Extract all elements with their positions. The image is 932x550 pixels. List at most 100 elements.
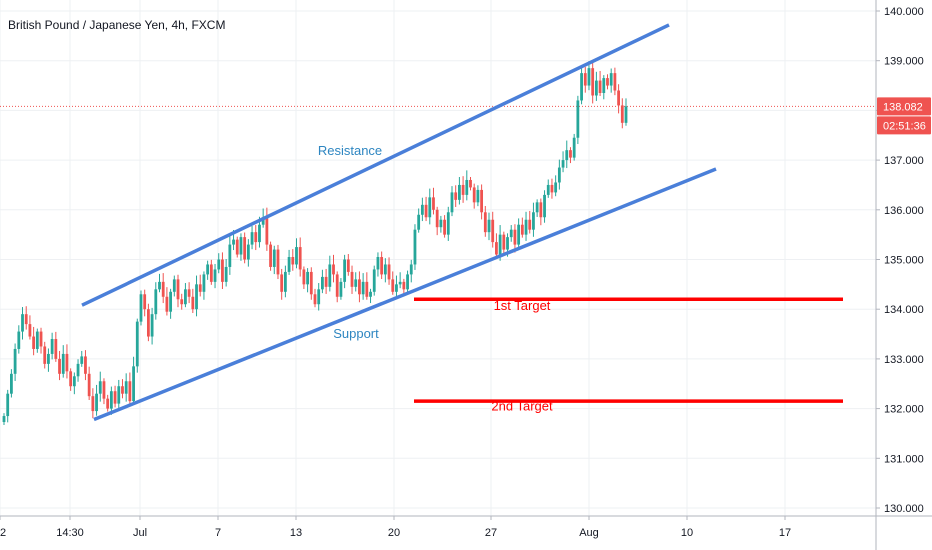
- candle-body: [565, 150, 569, 161]
- candle-body: [321, 276, 324, 290]
- candle-body: [532, 212, 535, 230]
- candle-body: [61, 353, 65, 374]
- y-tick-label: 137.000: [884, 155, 924, 167]
- first-target-label: 1st Target: [494, 298, 551, 313]
- resistance-label: Resistance: [318, 143, 382, 158]
- candle-body: [376, 257, 380, 270]
- candle-body: [235, 239, 239, 255]
- chart-title: British Pound / Japanese Yen, 4h, FXCM: [8, 18, 225, 32]
- candle-body: [154, 289, 158, 315]
- candle-body: [113, 391, 117, 404]
- candle-body: [583, 73, 587, 86]
- candle-body: [106, 398, 110, 409]
- candle-body: [609, 73, 613, 86]
- candle-body: [109, 391, 113, 409]
- candle-body: [435, 209, 439, 228]
- y-tick-label: 133.000: [884, 354, 924, 366]
- candle-body: [446, 212, 450, 235]
- candle-body: [454, 192, 458, 200]
- support-label: Support: [333, 326, 379, 341]
- candle-body: [383, 264, 387, 275]
- annotation-layer: Resistance Support 1st Target 2nd Target: [318, 143, 553, 413]
- candle-body: [443, 219, 446, 235]
- candle-body: [432, 197, 435, 210]
- candle-body: [543, 194, 546, 218]
- candle-body: [21, 314, 24, 332]
- candle-body: [28, 324, 32, 337]
- candle-body: [309, 271, 313, 295]
- candle-body: [391, 279, 395, 292]
- countdown-label: 02:51:36: [883, 120, 926, 132]
- candle-body: [243, 237, 247, 260]
- candle-body: [69, 371, 73, 387]
- candle-body: [506, 237, 509, 250]
- candle-body: [72, 376, 76, 387]
- candle-body: [195, 284, 198, 310]
- candle-body: [98, 381, 102, 394]
- candle-body: [576, 100, 580, 138]
- candle-body: [572, 137, 576, 158]
- candle-layer: [2, 60, 628, 426]
- y-tick-label: 132.000: [884, 404, 924, 416]
- candle-body: [328, 264, 332, 287]
- candle-body: [457, 184, 461, 200]
- candle-body: [32, 336, 36, 349]
- candle-body: [43, 346, 47, 364]
- last-price-label: 138.082: [883, 101, 923, 113]
- candle-body: [95, 393, 98, 412]
- candle-body: [602, 78, 606, 94]
- candle-body: [187, 289, 191, 297]
- candle-body: [535, 202, 539, 213]
- candle-body: [335, 274, 339, 297]
- candle-body: [517, 224, 521, 245]
- candle-body: [58, 358, 61, 374]
- candle-body: [461, 184, 465, 195]
- drawing-layer[interactable]: [81, 23, 843, 422]
- candle-body: [213, 269, 217, 282]
- candle-body: [39, 331, 43, 347]
- candle-body: [272, 249, 276, 267]
- candle-body: [613, 73, 617, 91]
- candle-body: [317, 289, 321, 305]
- candle-body: [276, 249, 280, 275]
- candle-body: [80, 356, 84, 364]
- candle-body: [550, 184, 554, 193]
- candle-body: [450, 192, 454, 213]
- candle-body: [306, 271, 309, 285]
- support-line[interactable]: [93, 167, 717, 422]
- candle-body: [395, 284, 398, 292]
- y-tick-label: 139.000: [884, 56, 924, 68]
- candle-body: [380, 257, 384, 275]
- candle-body: [24, 314, 28, 325]
- y-tick-label: 131.000: [884, 453, 924, 465]
- candle-body: [6, 393, 10, 417]
- candle-body: [121, 386, 124, 394]
- candle-body: [372, 269, 376, 292]
- candle-body: [495, 242, 498, 255]
- candle-body: [361, 281, 365, 295]
- candle-body: [224, 266, 228, 282]
- candle-body: [509, 229, 513, 238]
- candle-body: [298, 247, 302, 270]
- resistance-line[interactable]: [81, 23, 670, 307]
- candle-body: [180, 299, 184, 305]
- candle-body: [10, 373, 13, 394]
- y-tick-label: 135.000: [884, 255, 924, 267]
- candle-body: [50, 339, 54, 354]
- candle-body: [283, 271, 287, 292]
- candle-body: [150, 314, 154, 337]
- candle-body: [580, 73, 583, 101]
- candle-body: [402, 281, 406, 290]
- x-tick-label: 22: [0, 527, 6, 539]
- candle-body: [161, 281, 165, 297]
- candle-body: [143, 294, 147, 310]
- candle-body: [254, 232, 258, 243]
- candle-body: [258, 224, 261, 243]
- x-tick-label: 20: [388, 527, 400, 539]
- candle-body: [406, 274, 409, 290]
- candle-body: [146, 309, 150, 337]
- candle-body: [365, 281, 369, 297]
